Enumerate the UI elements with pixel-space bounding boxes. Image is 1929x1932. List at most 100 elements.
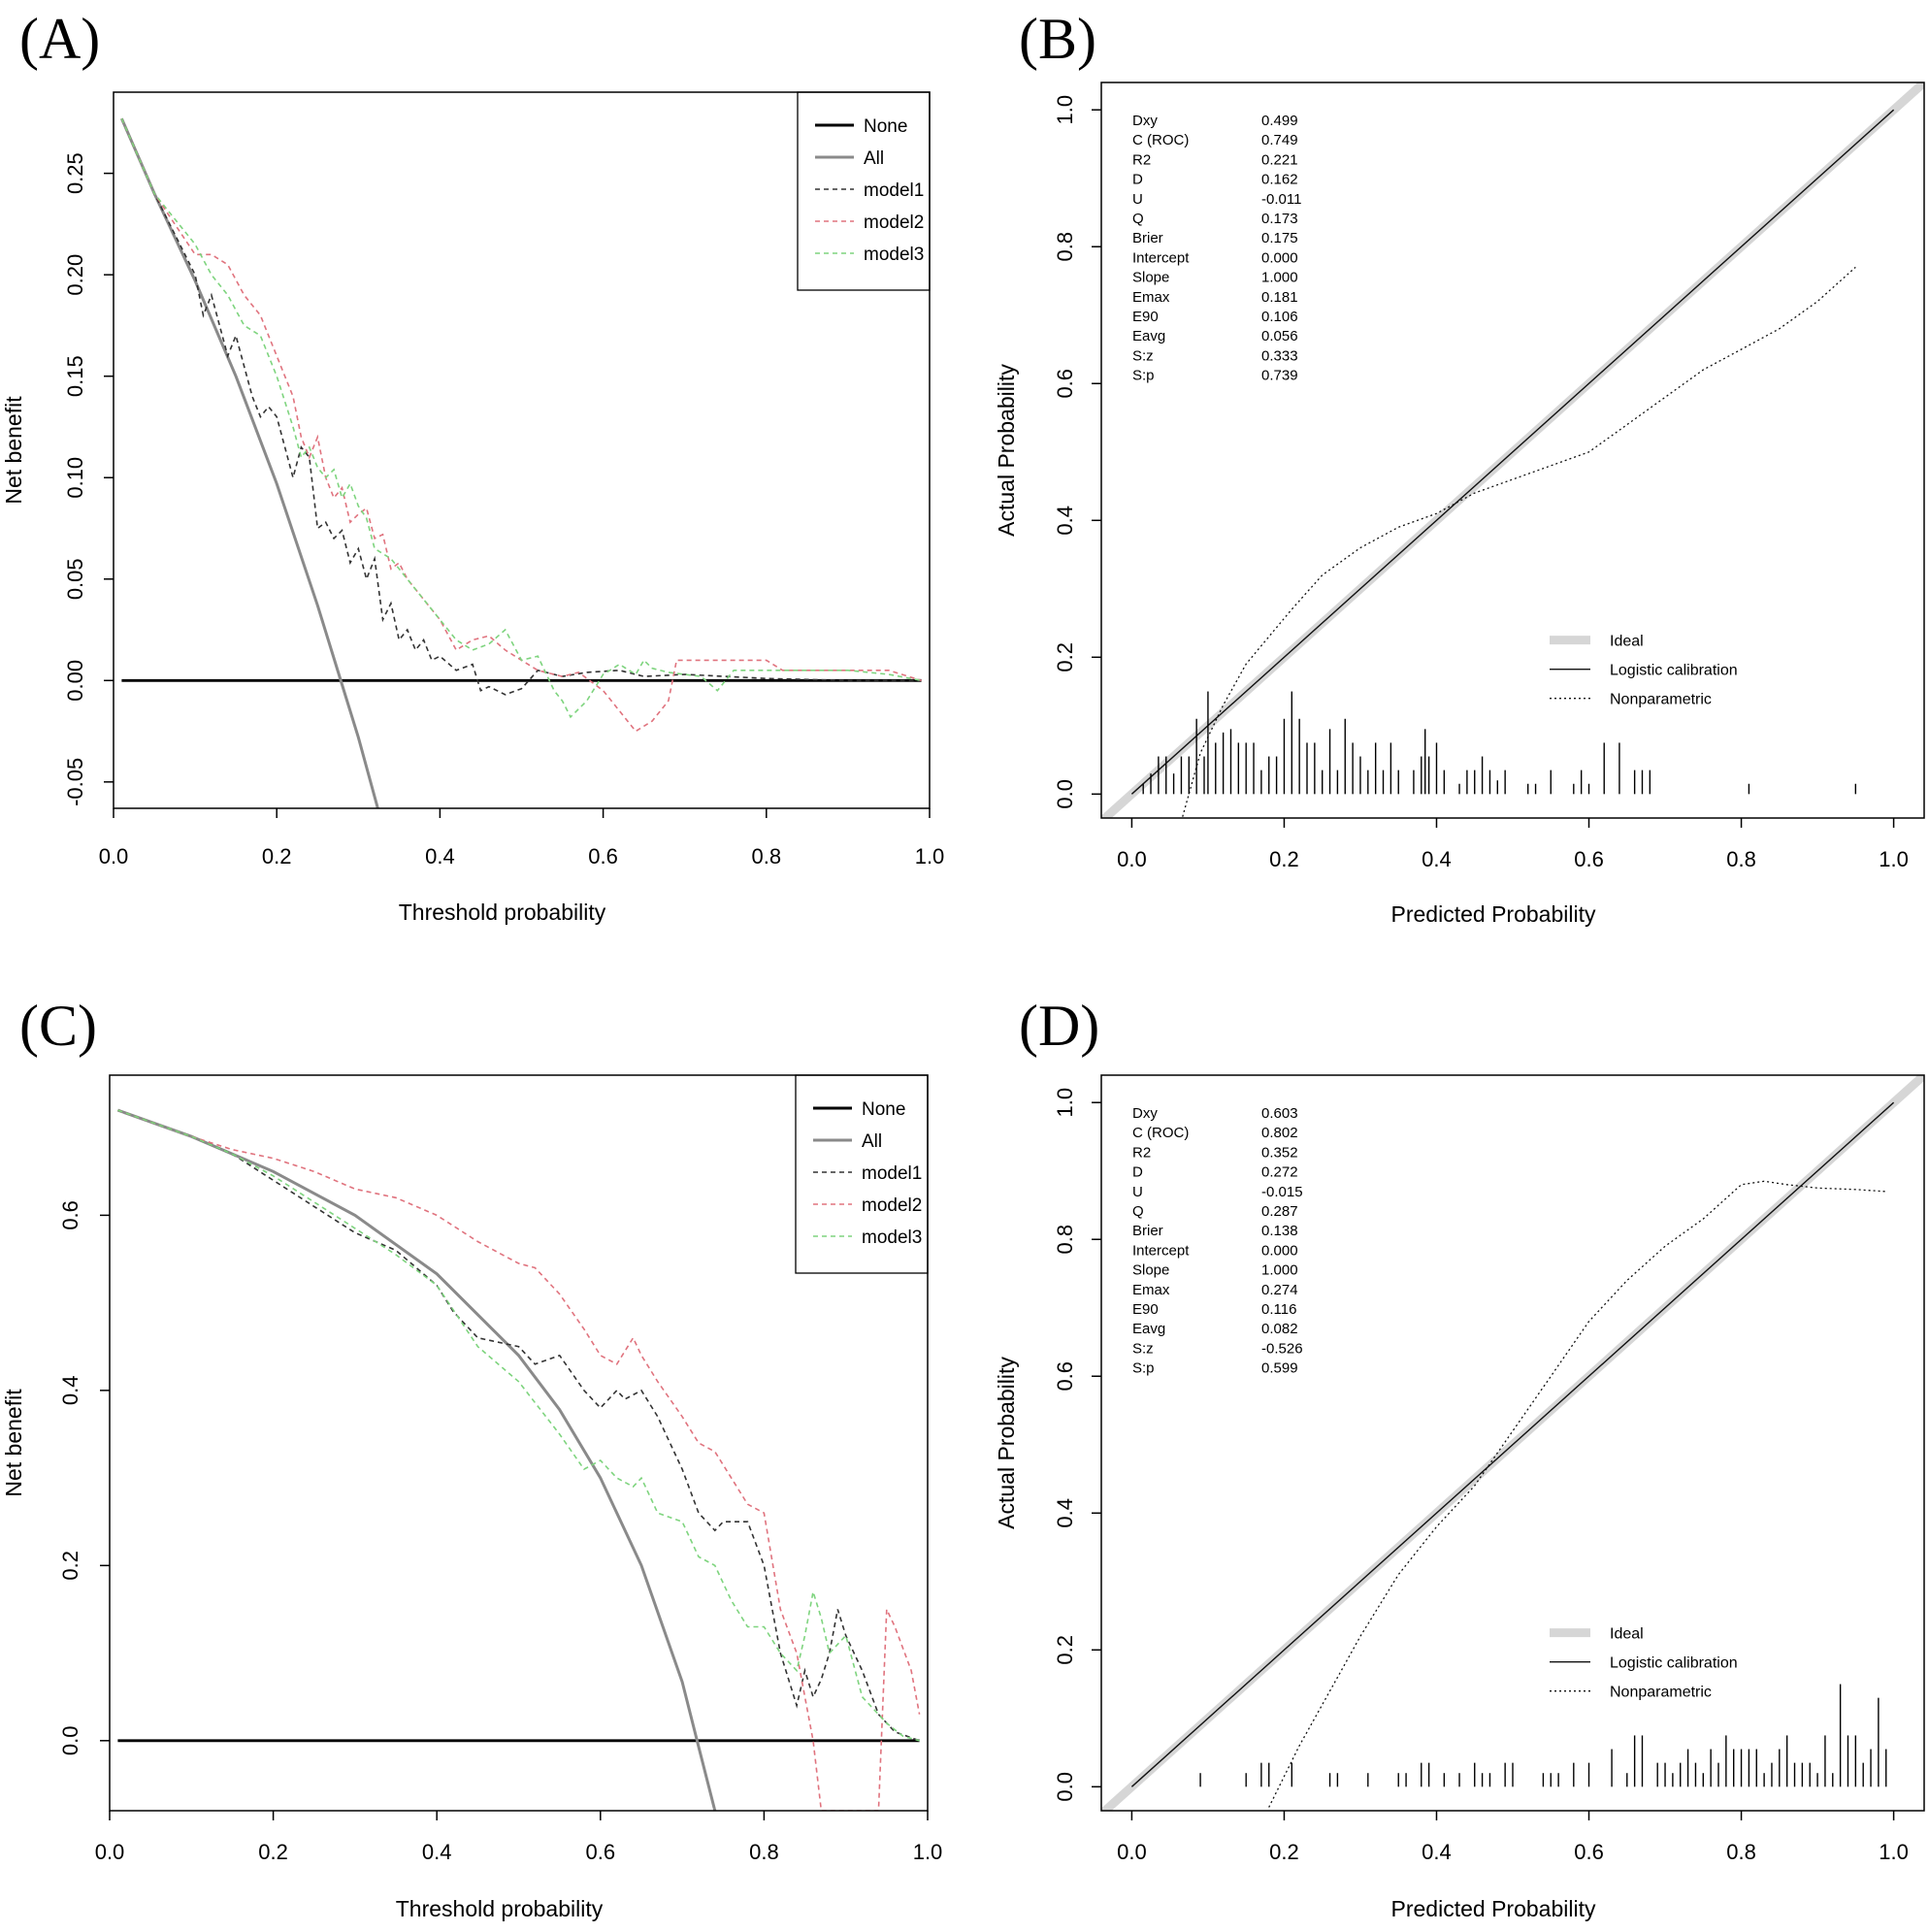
series-model2-line [120, 117, 922, 733]
stat-name: Q [1132, 211, 1144, 227]
x-tick-label: 0.8 [1726, 1840, 1756, 1864]
y-tick-label: 1.0 [1053, 1088, 1077, 1118]
stat-value: 0.175 [1261, 230, 1298, 246]
stat-value: 0.056 [1261, 328, 1298, 344]
panel-label: (A) [19, 7, 100, 71]
x-tick-label: 0.0 [1117, 1840, 1147, 1864]
stat-value: -0.015 [1261, 1184, 1303, 1200]
legend-label-model3: model3 [864, 245, 924, 265]
panel-c: (C) 0.0 0.2 0.4 0.6 0.8 1.0 0.0 0.2 0.4 0.6 Thresho… [1, 994, 942, 1921]
legend: Ideal Logistic calibration Nonparametric [1550, 634, 1738, 708]
stats-block: Dxy 0.603 C (ROC) 0.802 R2 0.352 D 0.272 U -0.015… [1132, 1105, 1303, 1377]
plot-frame [1100, 1074, 1925, 1812]
y-tick-label: 0.2 [58, 1551, 82, 1581]
x-axis-title: Threshold probability [399, 900, 606, 925]
plot-area [1101, 1075, 1924, 1811]
x-tick-label: 0.2 [258, 1840, 288, 1864]
y-tick-label: 0.2 [1053, 642, 1077, 672]
y-tick-label: 0.0 [58, 1726, 82, 1756]
stat-value: 0.749 [1261, 132, 1298, 148]
x-tick-label: 0.6 [1574, 847, 1604, 871]
legend-label-model3: model3 [862, 1228, 922, 1248]
y-tick-label: -0.05 [63, 758, 87, 806]
y-tick-label: 0.2 [1053, 1635, 1077, 1665]
stat-name: Brier [1132, 230, 1163, 246]
plot-frame [113, 91, 931, 809]
stat-value: 0.106 [1261, 309, 1298, 325]
plot-area [1101, 82, 1924, 818]
x-tick-label: 0.0 [95, 1840, 125, 1864]
stat-value: 0.000 [1261, 249, 1298, 266]
stat-value: 0.000 [1261, 1242, 1298, 1259]
stat-name: S:z [1132, 1340, 1154, 1357]
x-axis-title: Predicted Probability [1391, 1896, 1596, 1921]
stat-value: 0.352 [1261, 1144, 1298, 1161]
nonparametric-line [1181, 266, 1856, 818]
y-tick-label: 0.8 [1053, 232, 1077, 262]
series-model2-line [117, 1109, 921, 1811]
series-model1-line [120, 117, 922, 696]
stat-value: 0.499 [1261, 113, 1298, 129]
y-axis-title: Net benefit [1, 396, 26, 505]
legend-label-ideal: Ideal [1610, 1626, 1644, 1643]
stat-name: R2 [1132, 1144, 1151, 1161]
legend: None All model1 model2 model3 [797, 91, 931, 291]
y-tick-label: 0.6 [1053, 1361, 1077, 1392]
stat-name: Dxy [1132, 113, 1158, 129]
y-axis-title: Actual Probability [994, 1357, 1019, 1529]
series-all-line [116, 1108, 717, 1811]
logistic-calibration-line [1130, 1101, 1895, 1787]
nonparametric-line [1268, 1180, 1886, 1808]
stat-value: 0.333 [1261, 347, 1298, 364]
stat-value: 1.000 [1261, 1262, 1298, 1279]
y-axis-title: Net benefit [1, 1389, 26, 1497]
stat-name: E90 [1132, 309, 1159, 325]
x-tick-label: 0.4 [422, 1840, 452, 1864]
y-tick-label: 0.4 [1053, 1498, 1077, 1528]
legend-label-model1: model1 [862, 1163, 922, 1184]
x-tick-label: 0.6 [1574, 1840, 1604, 1864]
stat-value: 0.138 [1261, 1223, 1298, 1239]
stat-value: 0.287 [1261, 1203, 1298, 1220]
series-all-line [120, 117, 379, 808]
stat-name: Intercept [1132, 249, 1190, 266]
y-tick-label: 0.0 [1053, 1772, 1077, 1802]
legend-label-all: All [862, 1131, 882, 1152]
x-tick-label: 0.0 [1117, 847, 1147, 871]
stat-value: 0.739 [1261, 368, 1298, 384]
plot-area [120, 117, 922, 808]
x-tick-label: 1.0 [913, 1840, 943, 1864]
stat-name: Slope [1132, 270, 1169, 286]
panel-d: (D) 0.0 0.2 0.4 0.6 0.8 1.0 0.0 0.2 0.4 0.6 0.8 1.0 P… [994, 994, 1925, 1921]
x-tick-label: 0.0 [99, 844, 129, 868]
x-tick-label: 0.8 [752, 844, 782, 868]
series-model3-line [117, 1109, 920, 1742]
x-tick-label: 1.0 [1879, 1840, 1909, 1864]
panel-label: (B) [1019, 7, 1096, 71]
legend-label-nonparametric: Nonparametric [1610, 692, 1712, 708]
legend-label-logistic-calibration: Logistic calibration [1610, 1655, 1738, 1672]
x-axis-title: Threshold probability [396, 1896, 604, 1921]
y-tick-label: 0.6 [1053, 369, 1077, 399]
stat-name: Eavg [1132, 328, 1165, 344]
stat-value: 0.173 [1261, 211, 1298, 227]
y-tick-label: 0.00 [63, 660, 87, 702]
stat-value: 0.802 [1261, 1125, 1298, 1141]
stat-name: Emax [1132, 1282, 1170, 1298]
legend-label-none: None [862, 1099, 905, 1120]
y-tick-label: 0.6 [58, 1200, 82, 1230]
stat-value: -0.526 [1261, 1340, 1303, 1357]
plot-frame [109, 1074, 929, 1812]
stat-name: E90 [1132, 1301, 1159, 1318]
stat-name: D [1132, 1164, 1143, 1181]
panel-label: (D) [1019, 994, 1099, 1058]
x-tick-label: 0.4 [425, 844, 455, 868]
stat-value: 0.181 [1261, 289, 1298, 306]
y-tick-label: 0.8 [1053, 1225, 1077, 1255]
x-tick-label: 0.4 [1422, 847, 1452, 871]
stat-name: U [1132, 191, 1143, 208]
stat-name: D [1132, 172, 1143, 188]
y-tick-label: 0.05 [63, 558, 87, 600]
stat-value: 1.000 [1261, 270, 1298, 286]
